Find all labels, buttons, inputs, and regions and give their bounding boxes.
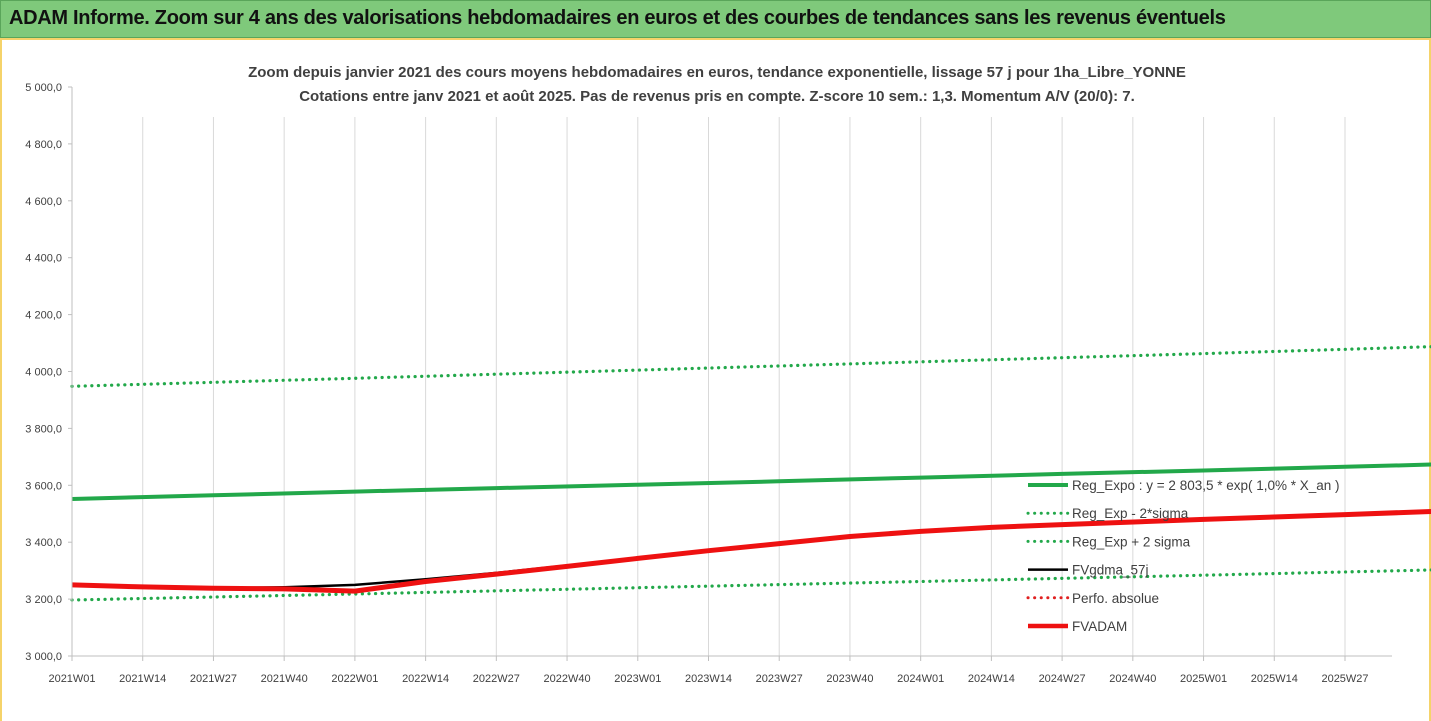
x-tick-label: 2025W14 xyxy=(1251,673,1298,685)
series-line-1 xyxy=(70,568,1431,602)
report-title: ADAM Informe. Zoom sur 4 ans des valoris… xyxy=(9,7,1226,29)
y-tick-label: 3 600,0 xyxy=(25,480,62,492)
y-tick-label: 3 800,0 xyxy=(25,423,62,435)
x-tick-label: 2023W40 xyxy=(826,673,873,685)
y-tick-label: 3 000,0 xyxy=(25,651,62,663)
report-header-banner: ADAM Informe. Zoom sur 4 ans des valoris… xyxy=(0,0,1431,38)
legend-label: Reg_Exp + 2 sigma xyxy=(1072,534,1191,549)
grid-lines xyxy=(71,117,1346,656)
x-tick-label: 2024W40 xyxy=(1109,673,1156,685)
series-line-0 xyxy=(71,462,1431,501)
x-tick-label: 2023W27 xyxy=(756,673,803,685)
y-tick-label: 3 200,0 xyxy=(25,594,62,606)
axes: 2021W01 2021W14 2021W27 2021W40 2022W01 2022W… xyxy=(25,82,1392,685)
chart-title-line: Cotations entre janv 2021 et août 2025. … xyxy=(299,88,1135,105)
x-tick-label: 2025W27 xyxy=(1321,673,1368,685)
y-tick-label: 4 200,0 xyxy=(25,310,62,322)
chart-frame xyxy=(0,38,1431,721)
x-tick-label: 2025W01 xyxy=(1180,673,1227,685)
y-tick-label: 3 400,0 xyxy=(25,537,62,549)
x-tick-label: 2024W14 xyxy=(968,673,1015,685)
y-tick-label: 4 600,0 xyxy=(25,196,62,208)
legend-label: Reg_Expo : y = 2 803,5 * exp( 1,0% * X_a… xyxy=(1072,478,1340,493)
x-tick-label: 2021W14 xyxy=(119,673,166,685)
legend-label: Reg_Exp - 2*sigma xyxy=(1072,506,1189,521)
x-tick-label: 2022W40 xyxy=(544,673,591,685)
series-line-2 xyxy=(70,345,1431,388)
chart-title-line: Zoom depuis janvier 2021 des cours moyen… xyxy=(248,64,1186,81)
y-tick-label: 4 400,0 xyxy=(25,253,62,265)
legend-label: FVADAM xyxy=(1072,619,1127,634)
y-tick-label: 4 000,0 xyxy=(25,367,62,379)
x-tick-label: 2023W01 xyxy=(614,673,661,685)
x-tick-label: 2024W01 xyxy=(897,673,944,685)
x-tick-label: 2022W27 xyxy=(473,673,520,685)
legend-label: Perfo. absolue xyxy=(1072,591,1159,606)
x-tick-label: 2021W01 xyxy=(48,673,95,685)
x-tick-label: 2022W14 xyxy=(402,673,449,685)
x-tick-label: 2023W14 xyxy=(685,673,732,685)
x-tick-label: 2022W01 xyxy=(331,673,378,685)
legend-label: FVgdma_57j xyxy=(1072,563,1149,578)
chart-series xyxy=(70,345,1431,602)
x-tick-label: 2021W27 xyxy=(190,673,237,685)
x-tick-label: 2024W27 xyxy=(1039,673,1086,685)
chart-title: Zoom depuis janvier 2021 des cours moyen… xyxy=(248,64,1186,105)
y-tick-label: 4 800,0 xyxy=(25,139,62,151)
x-tick-label: 2021W40 xyxy=(261,673,308,685)
y-tick-label: 5 000,0 xyxy=(25,82,62,94)
chart-legend: Reg_Expo : y = 2 803,5 * exp( 1,0% * X_a… xyxy=(1026,478,1340,634)
